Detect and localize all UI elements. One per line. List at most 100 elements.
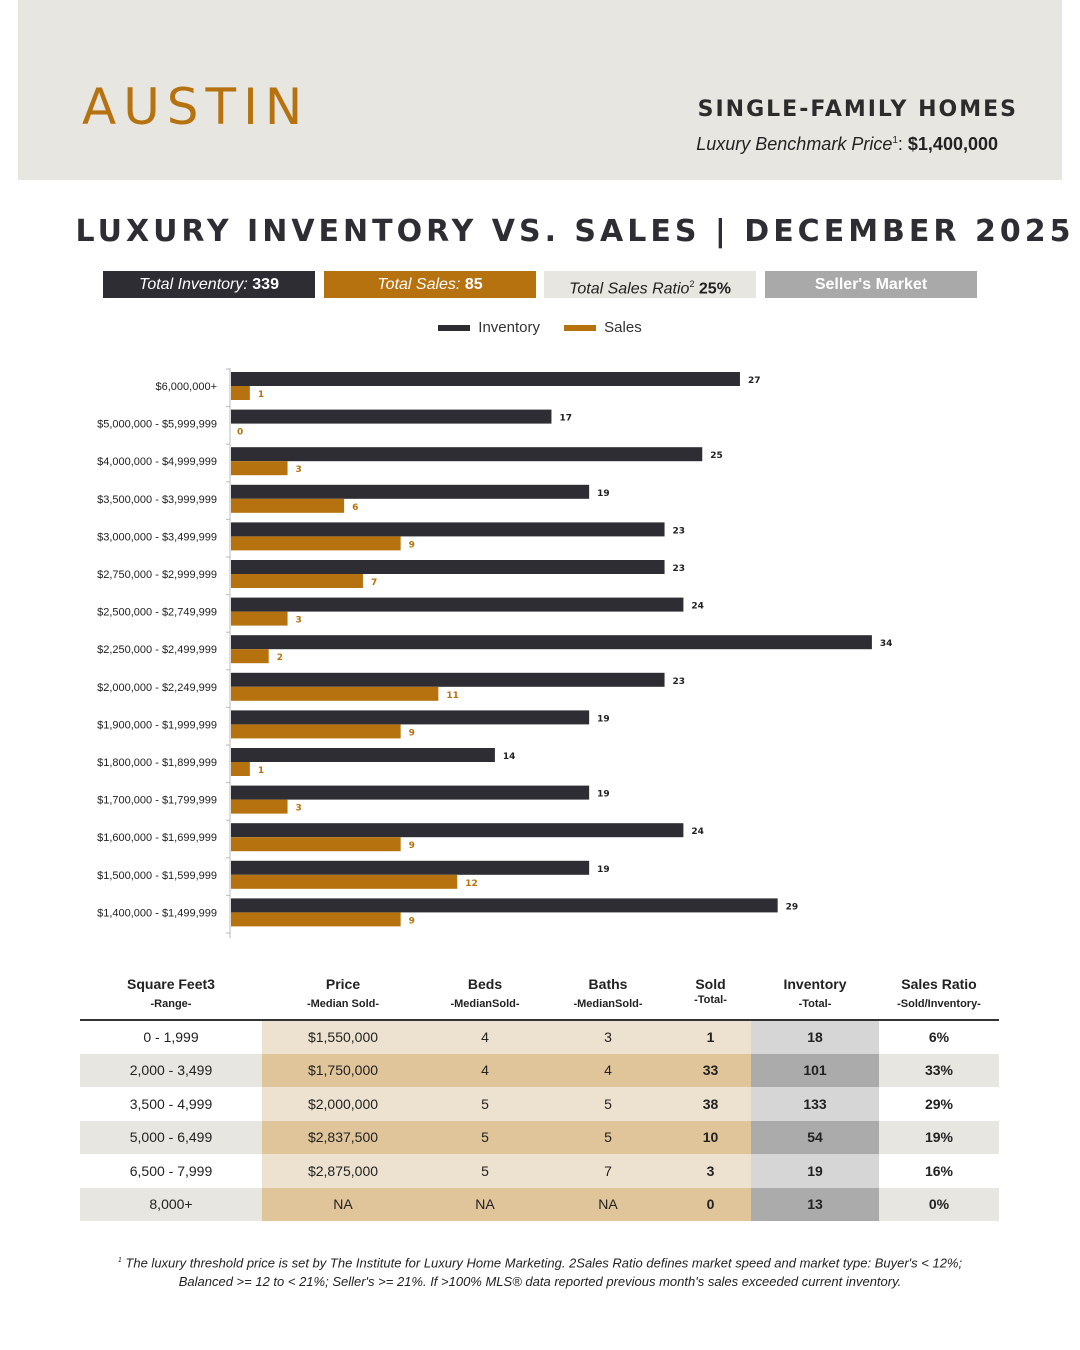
table-cell: 3	[670, 1154, 751, 1188]
table-cell: 5,000 - 6,499	[80, 1120, 262, 1154]
benchmark-footnote-mark: 1	[892, 135, 898, 146]
sales-bar	[231, 724, 401, 739]
table-row: 8,000+ NA NA NA 0 13 0%	[80, 1187, 999, 1221]
table-cell: 6%	[879, 1020, 999, 1054]
table-cell: 19%	[879, 1120, 999, 1154]
total-sales-value: 85	[464, 276, 483, 293]
table-cell: NA	[424, 1187, 546, 1221]
inventory-bar	[231, 748, 495, 762]
column-subtitle: -Range-	[150, 998, 192, 1010]
inventory-bar	[231, 447, 703, 462]
footnote: 1 The luxury threshold price is set by T…	[100, 1251, 980, 1291]
inventory-bar	[231, 898, 778, 913]
inventory-bar	[231, 672, 665, 687]
table-cell: 5	[424, 1120, 546, 1154]
category-label: $4,000,000 - $4,999,999	[97, 456, 217, 468]
table-cell: 4	[424, 1053, 546, 1087]
inventory-bar	[231, 785, 590, 800]
table-cell: 19	[751, 1154, 879, 1188]
inventory-data-label: 25	[710, 451, 723, 461]
table-cell: 7	[546, 1154, 670, 1188]
sales-bar	[231, 536, 401, 551]
inventory-data-label: 19	[597, 865, 610, 875]
column-subtitle: -MedianSold-	[573, 998, 643, 1010]
benchmark-colon: :	[897, 134, 908, 154]
sales-data-label: 3	[296, 465, 302, 475]
table-cell: 16%	[879, 1154, 999, 1188]
inventory-data-label: 23	[673, 526, 686, 536]
table-cell: $2,875,000	[262, 1154, 424, 1188]
inventory-bar	[231, 710, 590, 725]
sales-data-label: 1	[258, 766, 264, 776]
table-cell: 38	[670, 1087, 751, 1121]
sales-data-label: 11	[446, 691, 459, 701]
table-cell: 0 - 1,999	[80, 1020, 262, 1054]
table-cell: 5	[546, 1087, 670, 1121]
benchmark-price: Luxury Benchmark Price1: $1,400,000	[696, 134, 998, 155]
sales-bar	[231, 611, 288, 626]
total-inventory-badge: Total Inventory: 339	[103, 271, 315, 298]
inventory-data-label: 34	[880, 639, 893, 649]
category-label: $5,000,000 - $5,999,999	[97, 419, 217, 431]
footnote-text-1: The luxury threshold price is set by The…	[125, 1255, 963, 1271]
table-cell: 0%	[879, 1187, 999, 1221]
table-cell: 29%	[879, 1087, 999, 1121]
category-label: $1,600,000 - $1,699,999	[97, 832, 217, 844]
report-title: LUXURY INVENTORY VS. SALES | DECEMBER 20…	[75, 214, 1075, 249]
inventory-data-label: 23	[673, 677, 686, 687]
city-title: AUSTIN	[82, 78, 310, 136]
benchmark-label: Luxury Benchmark Price	[696, 134, 893, 154]
inventory-data-label: 14	[503, 752, 516, 762]
table-body: 0 - 1,999 $1,550,000 4 3 1 18 6% 2,000 - 3,499 $…	[80, 1020, 999, 1221]
total-sales-ratio-label: Total Sales Ratio	[569, 280, 690, 298]
total-sales-ratio-value: 25%	[698, 280, 731, 298]
table-cell: 101	[751, 1053, 879, 1087]
category-label: $2,500,000 - $2,749,999	[97, 607, 217, 619]
column-title: Inventory	[783, 976, 847, 992]
column-subtitle: -Total-	[798, 998, 832, 1010]
table-row: 0 - 1,999 $1,550,000 4 3 1 18 6%	[80, 1020, 999, 1054]
table-cell: 33	[670, 1053, 751, 1087]
sales-bar	[231, 874, 458, 889]
table-cell: NA	[262, 1187, 424, 1221]
table-cell: 2,000 - 3,499	[80, 1053, 262, 1087]
inventory-data-label: 17	[559, 414, 572, 424]
table-cell: 4	[424, 1020, 546, 1054]
legend-sales-label: Sales	[604, 319, 642, 336]
legend-inventory-label: Inventory	[478, 319, 540, 336]
table-cell: $2,000,000	[262, 1087, 424, 1121]
total-inventory-label: Total Inventory:	[139, 276, 248, 293]
category-label: $3,500,000 - $3,999,999	[97, 494, 217, 506]
inventory-data-label: 27	[748, 376, 761, 386]
inventory-bar	[231, 597, 684, 612]
table-cell: $1,550,000	[262, 1020, 424, 1054]
sales-data-label: 2	[277, 653, 283, 663]
table-cell: 5	[424, 1087, 546, 1121]
inventory-data-label: 29	[786, 902, 799, 912]
inventory-bar	[231, 522, 665, 537]
table-header-row: Square Feet3 -Range- Price -Median Sold- Bed…	[80, 972, 999, 1020]
category-label: $2,750,000 - $2,999,999	[97, 569, 217, 581]
header-banner: AUSTIN SINGLE-FAMILY HOMES Luxury Benchm…	[18, 0, 1062, 180]
table-row: 5,000 - 6,499 $2,837,500 5 5 10 54 19%	[80, 1120, 999, 1154]
table-cell: 33%	[879, 1053, 999, 1087]
footnote-line-1: 1 The luxury threshold price is set by T…	[100, 1251, 980, 1272]
market-type-badge: Seller's Market	[765, 271, 977, 298]
column-subtitle: -Total-	[694, 994, 727, 1006]
benchmark-value: $1,400,000	[907, 134, 998, 154]
table-column-header: Sales Ratio -Sold/Inventory-	[879, 972, 999, 1020]
category-label: $1,700,000 - $1,799,999	[97, 795, 217, 807]
sales-data-label: 7	[371, 578, 377, 588]
table-cell: 5	[546, 1120, 670, 1154]
inventory-bar	[231, 560, 665, 574]
footnote-mark: 1	[117, 1257, 122, 1264]
sales-bar	[231, 461, 288, 476]
inventory-data-label: 23	[673, 564, 686, 574]
table-cell: 6,500 - 7,999	[80, 1154, 262, 1188]
column-title: Price	[325, 976, 361, 992]
table-cell: 5	[424, 1154, 546, 1188]
sales-bar	[231, 574, 363, 588]
inventory-data-label: 19	[597, 790, 610, 800]
sales-data-label: 9	[409, 916, 415, 926]
inventory-bar	[231, 823, 684, 838]
